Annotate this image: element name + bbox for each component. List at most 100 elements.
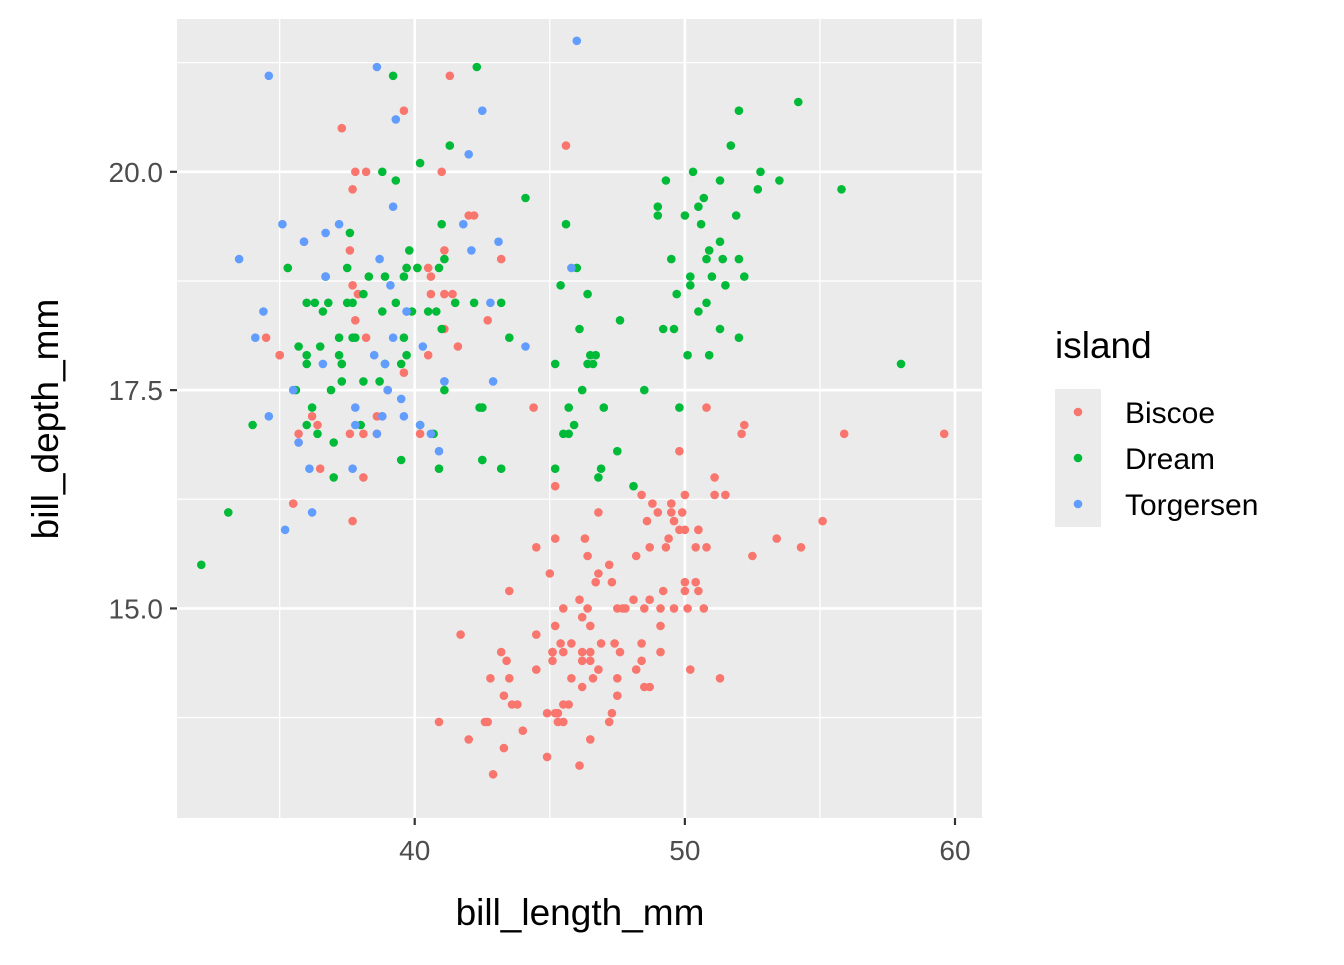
data-point: [372, 62, 382, 72]
data-point: [259, 307, 268, 316]
data-point: [337, 123, 347, 133]
x-tick-label: 50: [669, 835, 700, 866]
data-point: [415, 158, 425, 168]
data-point: [672, 289, 681, 299]
data-point: [456, 630, 465, 639]
data-point: [478, 106, 487, 115]
data-point: [648, 499, 657, 508]
data-point: [423, 263, 433, 273]
data-point: [680, 490, 690, 500]
data-point: [375, 377, 384, 386]
data-point: [440, 385, 449, 395]
data-point: [559, 604, 568, 613]
data-point: [715, 674, 725, 683]
data-point: [294, 429, 303, 439]
data-point: [313, 429, 322, 439]
data-point: [345, 246, 355, 255]
data-point: [653, 202, 663, 211]
y-tick-label: 15.0: [109, 593, 164, 624]
minor-gridlines: [177, 19, 982, 818]
data-point: [586, 647, 595, 657]
data-point: [737, 429, 746, 439]
data-point: [613, 604, 622, 613]
data-point: [288, 385, 298, 395]
data-point: [837, 185, 846, 194]
data-point: [694, 525, 703, 535]
data-point: [756, 167, 765, 177]
data-point: [440, 289, 449, 299]
data-point: [426, 272, 436, 281]
y-axis-ticks: 15.0 17.5 20.0: [109, 157, 177, 624]
data-point: [505, 586, 514, 596]
data-point: [596, 464, 606, 474]
data-point: [402, 263, 411, 273]
data-point: [631, 665, 641, 674]
data-point: [567, 263, 576, 273]
data-point: [361, 333, 371, 343]
data-point: [345, 429, 355, 439]
data-point: [542, 752, 552, 762]
x-tick-label: 60: [939, 835, 970, 866]
data-point: [434, 717, 444, 727]
data-point: [388, 333, 398, 343]
data-point: [380, 359, 390, 369]
data-point: [302, 420, 312, 430]
data-point: [505, 674, 514, 683]
data-point: [496, 298, 506, 308]
data-point: [677, 508, 687, 517]
data-point: [275, 350, 285, 360]
data-point: [561, 141, 571, 150]
data-point: [426, 429, 436, 439]
data-point: [545, 569, 555, 578]
data-point: [726, 141, 736, 150]
data-point: [348, 464, 357, 474]
data-point: [604, 560, 614, 570]
data-point: [561, 219, 571, 229]
data-point: [594, 665, 603, 674]
data-point: [264, 71, 274, 81]
data-point: [532, 665, 541, 674]
data-point: [704, 246, 714, 255]
data-point: [580, 534, 590, 543]
data-point: [399, 272, 409, 281]
data-point: [734, 333, 744, 343]
data-point: [772, 534, 781, 543]
data-point: [696, 219, 706, 229]
data-point: [307, 508, 317, 517]
data-point: [653, 508, 663, 517]
data-point: [599, 403, 609, 412]
data-point: [329, 473, 339, 482]
data-point: [715, 176, 725, 185]
data-point: [348, 185, 357, 194]
legend-swatch: [1073, 407, 1083, 417]
x-tick-label: 40: [399, 835, 430, 866]
data-point: [667, 499, 676, 508]
data-point: [896, 359, 906, 369]
data-point: [683, 604, 692, 613]
data-point: [640, 604, 649, 613]
data-point: [372, 429, 382, 439]
data-point: [613, 691, 622, 700]
data-point: [294, 342, 303, 351]
data-point: [610, 639, 619, 648]
data-point: [391, 176, 401, 185]
data-point: [656, 621, 665, 631]
data-point: [396, 455, 406, 465]
data-point: [594, 569, 603, 578]
data-point: [386, 281, 395, 290]
data-point: [251, 333, 260, 343]
data-point: [440, 246, 449, 255]
data-point: [502, 656, 511, 666]
data-point: [642, 516, 652, 526]
data-point: [686, 665, 695, 674]
data-point: [351, 316, 360, 325]
data-point: [569, 420, 579, 430]
data-point: [378, 412, 387, 421]
plot-panel: [177, 19, 982, 818]
data-point: [675, 403, 684, 412]
data-point: [472, 62, 482, 72]
data-point: [542, 708, 552, 718]
data-point: [734, 254, 744, 264]
data-point: [577, 647, 587, 657]
data-point: [559, 647, 568, 657]
